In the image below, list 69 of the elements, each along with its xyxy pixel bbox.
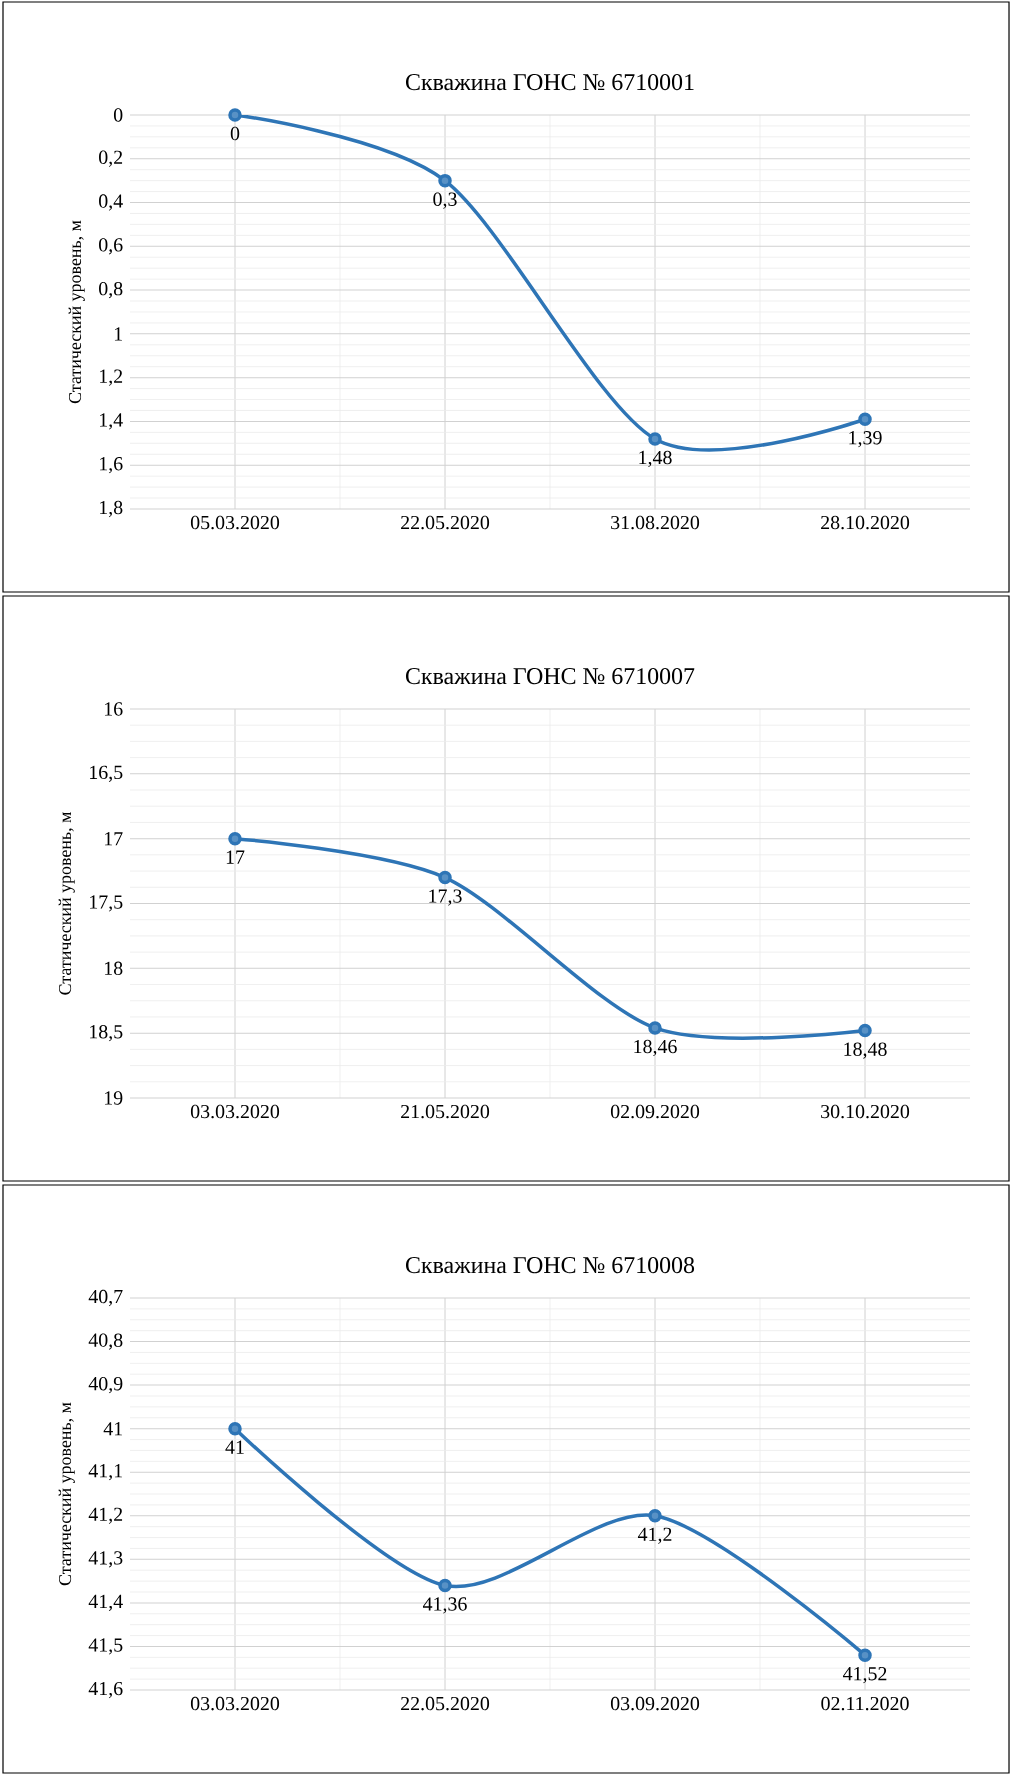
data-label: 41,52 xyxy=(842,1667,887,1684)
point xyxy=(438,173,452,188)
point xyxy=(858,1648,872,1662)
data-label: 41 xyxy=(225,1440,244,1454)
y-tick-label: 1,8 xyxy=(100,500,123,518)
data-label: 0,3 xyxy=(433,192,457,209)
data-label: 18,46 xyxy=(634,1039,677,1057)
point xyxy=(228,108,242,122)
chart-title: Скважина ГОНС № 6710001 xyxy=(405,74,694,91)
y-tick-label: 41,5 xyxy=(88,1638,123,1655)
y-tick-label: 40,8 xyxy=(88,1333,123,1350)
point xyxy=(228,1421,242,1436)
y-tick-label: 1,2 xyxy=(100,369,123,386)
point xyxy=(228,831,242,846)
point xyxy=(438,1578,452,1593)
y-tick-label: 17 xyxy=(104,832,123,846)
y-tick-label: 41,2 xyxy=(88,1507,123,1524)
y-axis-title: Статический уровень, м xyxy=(68,220,85,404)
data-label: 41,36 xyxy=(422,1597,467,1614)
chart-title: Скважина ГОНС № 6710007 xyxy=(405,668,695,685)
y-tick-label: 0 xyxy=(113,108,123,122)
data-label: 1,39 xyxy=(849,431,882,448)
y-axis-title: Статический уровень, м xyxy=(58,812,75,995)
y-tick-label: 0,8 xyxy=(99,281,123,299)
data-label: 0 xyxy=(230,126,240,141)
y-tick-label: 0,4 xyxy=(99,194,123,211)
x-tick-label: 21.05.2020 xyxy=(401,1104,490,1119)
y-tick-label: 41 xyxy=(103,1422,122,1436)
y-tick-label: 16 xyxy=(104,702,123,716)
data-label: 41,2 xyxy=(637,1527,672,1544)
y-tick-label: 0,2 xyxy=(99,150,123,167)
point xyxy=(438,870,452,885)
data-label: 18,48 xyxy=(844,1042,887,1059)
chart-title: Скважина ГОНС № 6710008 xyxy=(405,1257,695,1274)
y-tick-label: 41,4 xyxy=(88,1594,123,1611)
y-tick-label: 18 xyxy=(104,961,123,976)
x-tick-label: 31.08.2020 xyxy=(611,515,700,530)
point xyxy=(648,432,662,446)
y-tick-label: 18,5 xyxy=(90,1025,123,1042)
y-tick-label: 41,1 xyxy=(88,1464,122,1481)
x-tick-label: 22.05.2020 xyxy=(401,1696,490,1711)
y-tick-label: 19 xyxy=(104,1091,123,1105)
x-tick-label: 02.09.2020 xyxy=(610,1104,700,1119)
x-tick-label: 05.03.2020 xyxy=(190,515,280,530)
x-tick-label: 03.03.2020 xyxy=(190,1104,280,1119)
point xyxy=(648,1021,662,1035)
y-tick-label: 16,5 xyxy=(90,765,123,782)
y-tick-label: 0,6 xyxy=(99,238,123,255)
y-tick-label: 40,9 xyxy=(88,1376,123,1394)
y-tick-label: 1,6 xyxy=(100,457,123,474)
y-axis-title: Статический уровень, м xyxy=(58,1402,75,1586)
y-tick-label: 40,7 xyxy=(88,1289,123,1307)
point xyxy=(648,1509,662,1523)
point xyxy=(858,412,872,426)
data-label: 17,3 xyxy=(429,889,462,906)
x-tick-label: 22.05.2020 xyxy=(401,515,490,530)
x-tick-label: 02.11.2020 xyxy=(821,1696,909,1711)
x-tick-label: 03.09.2020 xyxy=(610,1696,700,1711)
point xyxy=(858,1023,872,1038)
data-label: 17 xyxy=(226,850,245,864)
data-label: 1,48 xyxy=(639,450,672,468)
y-tick-label: 41,3 xyxy=(88,1551,123,1568)
x-tick-label: 03.03.2020 xyxy=(190,1696,280,1711)
y-tick-label: 17,5 xyxy=(90,895,123,912)
y-tick-label: 1 xyxy=(114,327,122,341)
x-tick-label: 28.10.2020 xyxy=(821,515,910,530)
y-tick-label: 1,4 xyxy=(100,413,123,430)
y-tick-label: 41,6 xyxy=(88,1681,123,1699)
x-tick-label: 30.10.2020 xyxy=(821,1104,910,1119)
